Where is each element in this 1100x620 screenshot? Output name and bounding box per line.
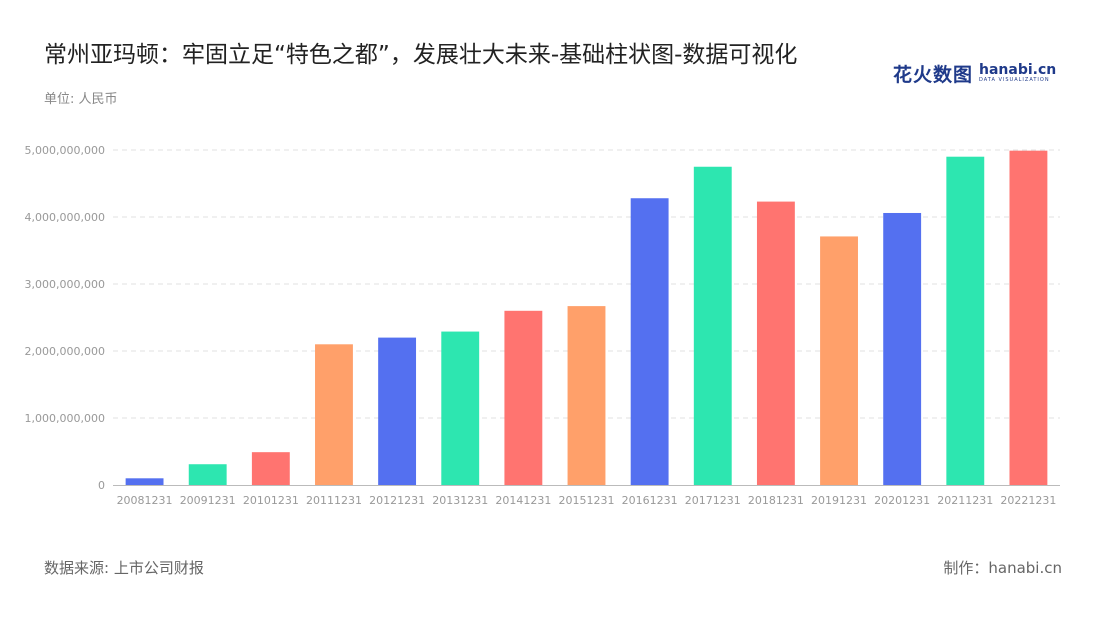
x-tick-label: 20091231 — [180, 494, 236, 507]
y-tick-label: 5,000,000,000 — [25, 144, 105, 157]
logo-cn-text: 花火数图 — [893, 64, 974, 86]
y-tick-label: 0 — [98, 479, 105, 492]
x-tick-label: 20221231 — [1000, 494, 1056, 507]
bar-20211231 — [946, 156, 985, 485]
x-tick-label: 20101231 — [243, 494, 299, 507]
chart-title: 常州亚玛顿：牢固立足“特色之都”，发展壮大未来-基础柱状图-数据可视化 — [44, 42, 798, 68]
x-tick-label: 20141231 — [495, 494, 551, 507]
unit-label: 单位: 人民币 — [44, 92, 118, 107]
bar-20111231 — [315, 344, 353, 485]
credit-text: 制作：hanabi.cn — [943, 559, 1062, 577]
bar-20191231 — [820, 236, 858, 485]
y-tick-label: 4,000,000,000 — [25, 211, 105, 224]
bar-20091231 — [188, 464, 227, 485]
brand-logo: 花火数图 hanabi.cn DATA VISUALIZATION — [893, 60, 1056, 87]
x-tick-label: 20111231 — [306, 494, 362, 507]
data-source: 数据来源: 上市公司财报 — [44, 559, 204, 577]
grid-layer — [113, 149, 1060, 419]
x-tick-label: 20121231 — [369, 494, 425, 507]
bar-20181231 — [756, 201, 795, 485]
x-tick-label: 20171231 — [685, 494, 741, 507]
bar-20131231 — [441, 331, 480, 485]
bar-20151231 — [567, 306, 606, 485]
logo-en-block: hanabi.cn DATA VISUALIZATION — [979, 63, 1056, 84]
x-tick-label: 20161231 — [622, 494, 678, 507]
x-tick-label: 20151231 — [559, 494, 615, 507]
x-tick-label: 20081231 — [117, 494, 173, 507]
bar-20171231 — [693, 166, 732, 485]
logo-en-text: hanabi.cn — [979, 62, 1057, 78]
bar-20081231 — [125, 478, 164, 485]
y-tick-label: 1,000,000,000 — [25, 412, 105, 425]
x-tick-label: 20131231 — [432, 494, 488, 507]
bar-20101231 — [251, 452, 290, 485]
y-tick-label: 2,000,000,000 — [25, 345, 105, 358]
x-tick-label: 20191231 — [811, 494, 867, 507]
axis-layer: 0 1,000,000,000 2,000,000,000 3,000,000,000… — [25, 144, 1060, 507]
bar-20221231 — [1009, 150, 1048, 486]
x-tick-label: 20201231 — [874, 494, 930, 507]
y-tick-label: 3,000,000,000 — [25, 278, 105, 291]
bar-layer — [125, 150, 1048, 486]
bar-20121231 — [378, 337, 417, 485]
bar-20141231 — [504, 310, 543, 485]
bar-20161231 — [630, 198, 669, 486]
logo-en-subtext: DATA VISUALIZATION — [979, 77, 1050, 83]
x-tick-label: 20181231 — [748, 494, 804, 507]
x-tick-label: 20211231 — [937, 494, 993, 507]
bar-20201231 — [883, 212, 922, 486]
